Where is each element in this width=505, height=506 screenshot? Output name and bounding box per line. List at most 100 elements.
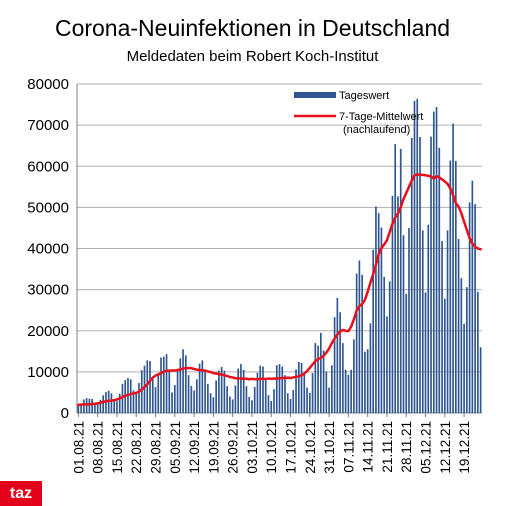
bar (110, 393, 113, 413)
bar (251, 400, 253, 413)
bar (179, 358, 182, 413)
bar (322, 350, 325, 413)
bar (402, 235, 405, 413)
bar (160, 357, 162, 413)
bar (455, 160, 457, 413)
y-tick-label: 40000 (27, 241, 69, 258)
bar (209, 393, 212, 413)
bar (342, 343, 344, 413)
y-tick-label: 0 (61, 405, 69, 422)
line-7-tage-mittelwert (77, 173, 482, 407)
bar (358, 260, 361, 413)
legend-label-tageswert: Tageswert (339, 90, 389, 102)
bar (336, 297, 339, 413)
bar (397, 196, 399, 413)
bar (275, 365, 278, 413)
bar (154, 387, 157, 413)
bar (240, 364, 242, 413)
y-tick-label: 50000 (27, 199, 69, 216)
bar (344, 369, 347, 413)
bar (132, 390, 135, 413)
bar (135, 394, 138, 413)
bar (443, 298, 446, 413)
x-tick-label: 22.08.21 (129, 421, 144, 474)
bar (292, 389, 295, 413)
bar (457, 239, 460, 413)
bar (182, 349, 184, 413)
bar (311, 373, 314, 413)
bar (449, 160, 452, 413)
bar (438, 147, 441, 413)
bar (267, 395, 270, 413)
bar (91, 399, 93, 413)
y-axis: 0 10000 20000 30000 40000 50000 60000 70000 8000… (27, 76, 78, 422)
x-tick-label: 26.09.21 (226, 421, 241, 474)
bar (427, 224, 430, 413)
bar (220, 366, 223, 413)
bar (347, 374, 350, 413)
x-tick-label: 12.09.21 (187, 421, 202, 474)
bar (253, 387, 256, 413)
legend: Tageswert 7-Tage-Mittelwert (nachlaufend… (294, 90, 423, 136)
bar (463, 323, 465, 413)
bar (452, 123, 454, 413)
legend-label-nachlaufend: (nachlaufend) (343, 124, 410, 136)
bar (350, 369, 352, 413)
bar (308, 392, 311, 413)
bar (198, 363, 201, 413)
bar (223, 370, 226, 413)
x-tick-label: 21.11.21 (380, 421, 395, 473)
bar (129, 379, 132, 413)
x-tick-label: 15.08.21 (110, 421, 125, 474)
gridlines (77, 83, 482, 414)
taz-logo: taz (0, 481, 42, 506)
x-tick-label: 14.11.21 (361, 421, 376, 473)
bar (375, 206, 377, 413)
bar (88, 398, 91, 413)
bar (355, 273, 358, 413)
bar (383, 276, 386, 413)
bar (113, 400, 116, 413)
bar (303, 372, 306, 413)
bar (94, 404, 96, 413)
bar (297, 362, 300, 413)
y-tick-label: 80000 (27, 76, 69, 93)
bar (300, 362, 303, 413)
x-tick-label: 10.10.21 (264, 421, 279, 474)
bar (176, 369, 179, 413)
bar (196, 379, 198, 413)
x-tick-label: 07.11.21 (341, 421, 356, 473)
bar (207, 383, 209, 413)
bar (295, 369, 297, 413)
bar (441, 241, 443, 413)
bar (273, 389, 275, 413)
bar (212, 397, 215, 413)
bar (140, 370, 143, 413)
bar (242, 369, 245, 413)
bar (256, 372, 259, 413)
bar (424, 292, 427, 413)
bar (201, 360, 204, 413)
x-axis: 01.08.21 08.08.21 15.08.21 22.08.21 29.08.21… (71, 413, 472, 474)
bar (226, 386, 228, 413)
bar (185, 355, 187, 413)
bar (193, 390, 195, 413)
bar (245, 386, 248, 413)
bar (361, 274, 363, 413)
bar (143, 365, 146, 413)
x-tick-label: 28.11.21 (399, 421, 414, 473)
x-tick-label: 05.12.21 (419, 421, 434, 474)
bar (149, 361, 151, 413)
y-tick-label: 30000 (27, 282, 69, 299)
bar (171, 392, 173, 413)
bar (408, 227, 410, 413)
bar (264, 379, 267, 413)
legend-swatch-tageswert (294, 92, 336, 98)
bar (419, 137, 421, 413)
bar (333, 317, 336, 413)
x-tick-label: 24.10.21 (303, 421, 318, 474)
x-tick-label: 19.12.21 (457, 421, 472, 474)
bar (477, 291, 479, 413)
bar (466, 287, 468, 413)
bar (96, 404, 99, 413)
